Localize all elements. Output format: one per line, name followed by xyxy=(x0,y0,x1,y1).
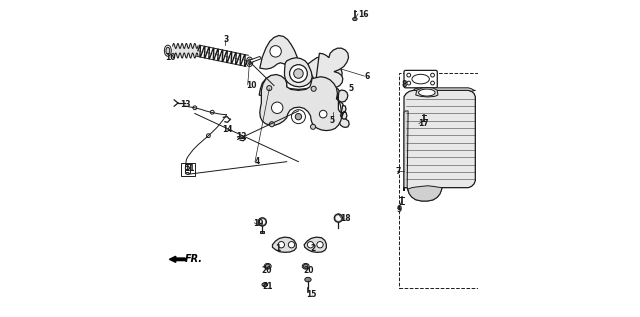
Text: 7: 7 xyxy=(396,167,401,176)
Ellipse shape xyxy=(164,45,172,56)
Polygon shape xyxy=(404,90,476,201)
Circle shape xyxy=(266,264,270,268)
Text: 20: 20 xyxy=(303,266,314,275)
Polygon shape xyxy=(260,36,297,69)
Circle shape xyxy=(431,73,435,77)
Polygon shape xyxy=(250,56,261,62)
Ellipse shape xyxy=(186,172,189,174)
Polygon shape xyxy=(170,256,185,262)
Ellipse shape xyxy=(262,283,268,287)
Circle shape xyxy=(307,242,314,248)
Text: FR.: FR. xyxy=(184,254,202,264)
Circle shape xyxy=(295,113,301,120)
Circle shape xyxy=(407,73,411,77)
Circle shape xyxy=(431,81,435,85)
Text: 17: 17 xyxy=(419,119,429,128)
Circle shape xyxy=(211,110,214,114)
Bar xyxy=(185,164,190,173)
Text: 5: 5 xyxy=(349,84,354,93)
FancyBboxPatch shape xyxy=(404,70,437,88)
Text: 4: 4 xyxy=(255,157,260,166)
Text: 15: 15 xyxy=(307,290,317,299)
Polygon shape xyxy=(416,87,438,97)
Ellipse shape xyxy=(353,17,357,21)
Circle shape xyxy=(260,220,264,224)
Ellipse shape xyxy=(246,57,253,67)
Circle shape xyxy=(271,102,283,113)
Text: 10: 10 xyxy=(246,81,257,90)
Bar xyxy=(399,73,478,288)
Circle shape xyxy=(310,124,316,129)
Polygon shape xyxy=(304,237,326,252)
Circle shape xyxy=(207,134,211,138)
Circle shape xyxy=(291,110,305,124)
Bar xyxy=(180,163,195,176)
Text: 9: 9 xyxy=(397,205,402,214)
Circle shape xyxy=(303,264,308,268)
Circle shape xyxy=(270,46,282,57)
Text: 21: 21 xyxy=(262,282,273,291)
Polygon shape xyxy=(408,186,442,201)
Circle shape xyxy=(407,81,411,85)
Ellipse shape xyxy=(302,263,309,269)
Bar xyxy=(260,231,264,233)
Ellipse shape xyxy=(419,89,435,96)
Text: 8: 8 xyxy=(402,80,407,88)
Ellipse shape xyxy=(166,47,170,54)
Text: 1: 1 xyxy=(276,244,281,253)
Circle shape xyxy=(289,65,307,82)
Circle shape xyxy=(269,122,275,127)
Circle shape xyxy=(334,214,342,222)
Text: 19: 19 xyxy=(253,219,264,228)
Text: 12: 12 xyxy=(236,132,246,141)
Polygon shape xyxy=(413,88,476,91)
Polygon shape xyxy=(308,56,342,87)
Ellipse shape xyxy=(264,263,271,269)
Circle shape xyxy=(319,67,332,79)
Text: 13: 13 xyxy=(180,100,191,109)
Circle shape xyxy=(288,242,294,248)
Polygon shape xyxy=(273,237,296,252)
Text: 3: 3 xyxy=(223,35,228,44)
Text: 11: 11 xyxy=(184,164,194,172)
Circle shape xyxy=(193,106,196,110)
Text: 2: 2 xyxy=(310,244,316,253)
Circle shape xyxy=(319,110,327,118)
Ellipse shape xyxy=(412,74,429,84)
Circle shape xyxy=(267,86,272,91)
Text: 20: 20 xyxy=(262,266,272,275)
Polygon shape xyxy=(260,74,348,131)
Circle shape xyxy=(278,242,285,248)
Text: 18: 18 xyxy=(340,214,351,223)
Circle shape xyxy=(336,216,340,220)
Ellipse shape xyxy=(185,166,189,170)
Circle shape xyxy=(317,242,323,248)
Polygon shape xyxy=(259,48,349,127)
Ellipse shape xyxy=(305,277,311,282)
Polygon shape xyxy=(404,111,408,188)
Text: 6: 6 xyxy=(364,72,370,81)
Circle shape xyxy=(258,218,266,226)
Text: 5: 5 xyxy=(330,116,335,125)
Ellipse shape xyxy=(248,59,252,65)
Polygon shape xyxy=(284,87,313,96)
Text: 16: 16 xyxy=(358,10,369,19)
Circle shape xyxy=(294,69,303,78)
Polygon shape xyxy=(285,58,312,87)
Circle shape xyxy=(311,86,316,91)
Text: 10: 10 xyxy=(164,53,175,61)
Text: 14: 14 xyxy=(221,126,232,134)
